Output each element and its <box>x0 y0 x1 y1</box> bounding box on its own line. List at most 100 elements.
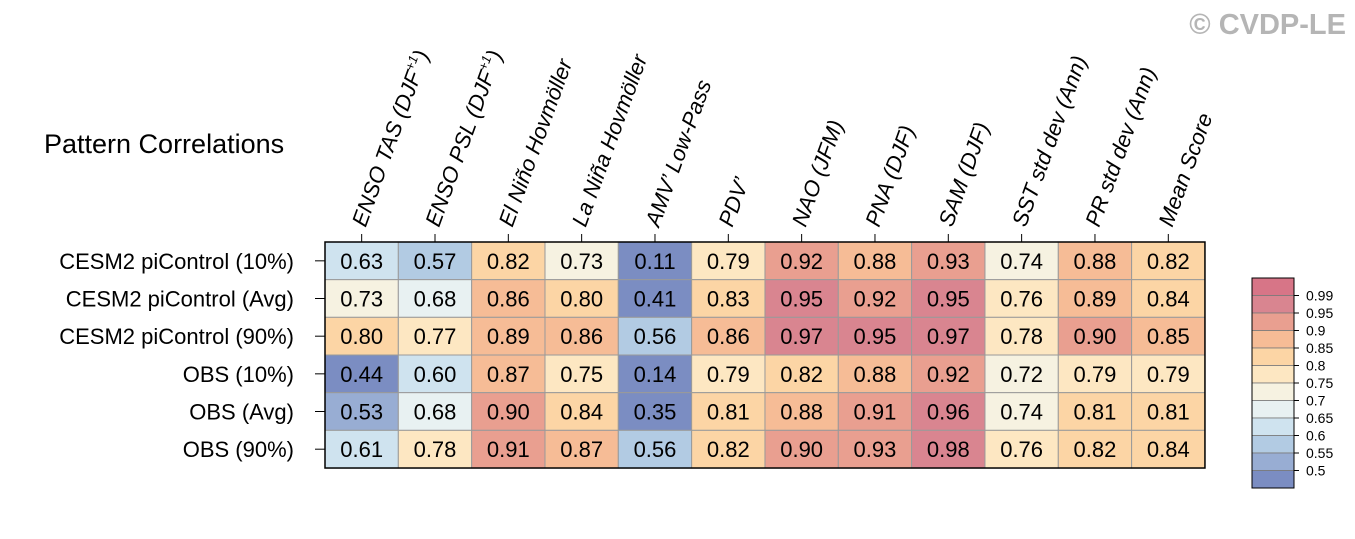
colorbar-label: 0.65 <box>1306 410 1333 426</box>
cell-value: 0.63 <box>340 249 383 274</box>
cell-value: 0.56 <box>634 324 677 349</box>
heatmap-cell <box>471 279 546 318</box>
cell-value: 0.79 <box>1147 362 1190 387</box>
colorbar-swatch <box>1251 277 1295 296</box>
colorbar-swatch <box>1251 347 1295 366</box>
heatmap-cell <box>691 241 766 281</box>
cell-value: 0.95 <box>927 287 970 312</box>
cell-value: 0.95 <box>780 287 823 312</box>
column-labels: ENSO TAS (DJF+1)ENSO PSL (DJF+1)El Niño … <box>346 46 1218 242</box>
cell-value: 0.78 <box>1000 324 1043 349</box>
cell-value: 0.93 <box>854 437 897 462</box>
cell-value: 0.76 <box>1000 287 1043 312</box>
heatmap-cell <box>837 354 913 394</box>
cell-value: 0.14 <box>634 362 677 387</box>
cell-value: 0.61 <box>340 437 383 462</box>
heatmap-border <box>324 241 1206 469</box>
cell-value: 0.68 <box>414 400 457 425</box>
cell-value: 0.35 <box>634 400 677 425</box>
cell-value: 0.82 <box>487 249 530 274</box>
cell-value: 0.89 <box>1074 287 1117 312</box>
cell-value: 0.92 <box>927 362 970 387</box>
cell-value: 0.88 <box>854 362 897 387</box>
cell-value: 0.92 <box>780 249 823 274</box>
colorbar-label: 0.85 <box>1306 340 1333 356</box>
column-label: PNA (DJF) <box>860 122 920 230</box>
row-label: OBS (Avg) <box>189 400 294 425</box>
column-label: ENSO PSL (DJF+1) <box>419 46 507 229</box>
heatmap-cell <box>911 392 986 431</box>
heatmap-cell <box>397 354 473 394</box>
heatmap-cell <box>544 279 619 318</box>
cell-value: 0.86 <box>707 324 750 349</box>
heatmap-cell <box>691 279 766 318</box>
heatmap-cell <box>397 429 473 469</box>
colorbar-swatch <box>1251 382 1295 401</box>
cell-value: 0.90 <box>1074 324 1117 349</box>
heatmap-cell <box>764 316 839 356</box>
heatmap-cell <box>397 392 473 431</box>
heatmap-cell <box>984 279 1059 318</box>
colorbar-swatch <box>1251 365 1295 384</box>
heatmap-cell <box>471 316 546 356</box>
heatmap-cell <box>397 316 473 356</box>
cell-value: 0.91 <box>854 400 897 425</box>
cell-value: 0.79 <box>1074 362 1117 387</box>
cell-value: 0.85 <box>1147 324 1190 349</box>
cell-value: 0.86 <box>487 287 530 312</box>
cell-value: 0.84 <box>560 400 603 425</box>
cell-value: 0.44 <box>340 362 383 387</box>
cell-value: 0.90 <box>487 400 530 425</box>
colorbar-label: 0.55 <box>1306 445 1333 461</box>
cell-value: 0.74 <box>1000 400 1043 425</box>
colorbar-label: 0.8 <box>1306 358 1326 374</box>
heatmap-cell <box>764 279 839 318</box>
colorbar-swatch <box>1251 452 1295 471</box>
heatmap-cell <box>911 429 986 469</box>
cell-value: 0.81 <box>1147 400 1190 425</box>
colorbar-swatch <box>1251 295 1295 314</box>
heatmap-cell <box>617 279 693 318</box>
heatmap-cell <box>544 429 619 469</box>
row-label: OBS (90%) <box>183 437 294 462</box>
column-label: AMV’ Low-Pass <box>640 76 717 231</box>
cell-value: 0.88 <box>1074 249 1117 274</box>
heatmap-cell <box>544 241 619 281</box>
heatmap-cell <box>397 279 473 318</box>
cell-value: 0.11 <box>634 249 675 274</box>
colorbar-swatch <box>1251 417 1295 436</box>
colorbar: 0.990.95 0.90.85 0.80.75 0.70.65 0.60.55 0.5 <box>1251 277 1333 489</box>
cell-value: 0.92 <box>854 287 897 312</box>
cell-value: 0.82 <box>707 437 750 462</box>
cell-value: 0.87 <box>487 362 530 387</box>
cell-value: 0.86 <box>560 324 603 349</box>
heatmap-cell <box>691 354 766 394</box>
cell-value: 0.98 <box>927 437 970 462</box>
column-label: NAO (JFM) <box>787 117 849 230</box>
cell-value: 0.83 <box>707 287 750 312</box>
cell-value: 0.93 <box>927 249 970 274</box>
row-label: CESM2 piControl (90%) <box>59 324 294 349</box>
cell-value: 0.75 <box>560 362 603 387</box>
cell-value: 0.90 <box>780 437 823 462</box>
heatmap-cell <box>471 354 546 394</box>
column-label: SAM (DJF) <box>934 119 995 230</box>
row-labels: CESM2 piControl (10%) CESM2 piControl (Av… <box>59 249 325 462</box>
colorbar-swatch <box>1251 435 1295 454</box>
colorbar-swatch <box>1251 400 1295 419</box>
cell-value: 0.41 <box>634 287 677 312</box>
cell-value: 0.87 <box>560 437 603 462</box>
column-label: SST std dev (Ann) <box>1007 52 1092 229</box>
colorbar-label: 0.99 <box>1306 288 1333 304</box>
colorbar-swatch <box>1251 330 1295 349</box>
heatmap-cell <box>324 279 399 318</box>
heatmap-cell <box>1131 392 1206 431</box>
heatmap-cell <box>324 392 399 431</box>
cell-value: 0.96 <box>927 400 970 425</box>
heatmap-cell <box>471 392 546 431</box>
heatmap-cell <box>324 316 399 356</box>
heatmap-cell <box>471 429 546 469</box>
cell-value: 0.88 <box>780 400 823 425</box>
column-label: ENSO TAS (DJF+1) <box>346 46 434 229</box>
column-label: PR std dev (Ann) <box>1080 64 1161 230</box>
